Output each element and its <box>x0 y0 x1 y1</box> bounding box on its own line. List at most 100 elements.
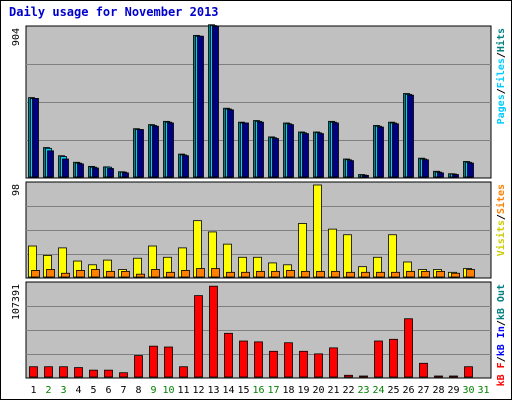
bar-kb-f <box>104 369 113 378</box>
side-label-part: kB In <box>496 326 507 356</box>
bar-kb-f <box>209 285 218 378</box>
bar-sites <box>166 271 175 278</box>
bar-sites <box>466 269 475 278</box>
bar-kb-f <box>419 362 428 378</box>
bar-kb-f <box>149 345 158 378</box>
bar-pages <box>152 125 159 178</box>
x-tick-label: 30 <box>462 385 474 396</box>
bar-pages <box>92 167 99 178</box>
bar-kb-f <box>119 372 128 378</box>
bar-visits <box>388 234 397 278</box>
bar-kb-f <box>359 375 368 378</box>
chart-title: Daily usage for November 2013 <box>9 5 219 19</box>
bar-pages <box>467 162 474 178</box>
side-label-part: / <box>496 214 507 220</box>
bar-pages <box>317 133 324 178</box>
bar-sites <box>286 270 295 278</box>
bar-sites <box>361 271 370 278</box>
bar-pages <box>377 126 384 178</box>
side-label-part: Files <box>495 58 507 88</box>
side-label-bottom: kB F/kB In/kB Out <box>496 284 507 386</box>
side-label-part: / <box>496 356 507 362</box>
side-label-part: Hits <box>495 28 507 52</box>
bar-kb-f <box>89 369 98 378</box>
side-label-part: / <box>496 88 507 94</box>
bar-pages <box>257 121 264 178</box>
panel-middle: 98 Visits/Sites <box>11 181 507 279</box>
bar-kb-f <box>374 340 383 378</box>
bar-pages <box>137 129 144 178</box>
x-tick-label: 17 <box>267 385 279 396</box>
bar-pages <box>302 133 309 178</box>
side-label-part: kB Out <box>496 284 507 320</box>
x-tick-label: 21 <box>327 385 339 396</box>
bar-kb-f <box>449 375 458 378</box>
bar-sites <box>181 270 190 278</box>
bar-sites <box>196 268 205 278</box>
bar-kb-f <box>164 346 173 378</box>
bar-sites <box>301 270 310 278</box>
bar-pages <box>167 122 174 178</box>
bar-sites <box>451 272 460 278</box>
bar-pages <box>332 122 339 178</box>
bar-sites <box>346 271 355 278</box>
bar-pages <box>287 124 294 178</box>
bar-sites <box>76 270 85 278</box>
bar-pages <box>407 94 414 178</box>
side-label-part: Visits <box>495 220 507 256</box>
bar-sites <box>226 271 235 278</box>
x-tick-label: 26 <box>402 385 414 396</box>
bar-kb-f <box>389 338 398 378</box>
x-tick-label: 20 <box>312 385 324 396</box>
x-tick-label: 5 <box>90 385 96 396</box>
bar-kb-f <box>59 366 68 378</box>
bar-kb-f <box>299 350 308 378</box>
bar-kb-f <box>29 366 38 378</box>
x-tick-label: 14 <box>222 385 234 396</box>
bar-pages <box>227 109 234 178</box>
bar-kb-f <box>194 295 203 378</box>
side-label-middle: Visits/Sites <box>495 184 507 256</box>
max-label-bottom: 107391 <box>11 284 22 320</box>
bar-pages <box>452 174 459 178</box>
bar-kb-f <box>134 355 143 378</box>
bar-kb-f <box>284 342 293 378</box>
bar-pages <box>347 160 354 178</box>
bar-kb-f <box>44 366 53 378</box>
bar-sites <box>136 273 145 278</box>
x-tick-label: 12 <box>192 385 204 396</box>
x-tick-label: 13 <box>207 385 219 396</box>
bar-kb-f <box>404 318 413 378</box>
bar-pages <box>422 159 429 178</box>
bar-visits <box>313 184 322 278</box>
bar-visits <box>343 234 352 278</box>
bar-sites <box>211 268 220 278</box>
side-label-part: / <box>496 320 507 326</box>
bar-pages <box>272 138 279 178</box>
bar-kb-f <box>329 347 338 378</box>
x-tick-label: 23 <box>357 385 369 396</box>
side-label-top: Pages/Files/Hits <box>495 28 507 124</box>
bar-sites <box>31 270 40 278</box>
side-label-part: kB F <box>496 362 507 386</box>
bar-kb-f <box>314 353 323 378</box>
bar-sites <box>46 269 55 278</box>
bar-pages <box>107 168 114 178</box>
bar-sites <box>61 272 70 278</box>
x-tick-label: 16 <box>252 385 264 396</box>
bar-sites <box>316 270 325 278</box>
bar-pages <box>122 172 129 178</box>
bar-sites <box>331 270 340 278</box>
bar-kb-f <box>224 332 233 378</box>
max-label-top: 904 <box>11 28 22 46</box>
bar-pages <box>182 155 189 178</box>
bar-pages <box>77 163 84 178</box>
bar-visits <box>328 228 337 278</box>
bar-kb-f <box>179 366 188 378</box>
bar-pages <box>362 174 369 178</box>
bar-sites <box>376 271 385 278</box>
bar-sites <box>271 270 280 278</box>
bar-pages <box>62 158 69 178</box>
